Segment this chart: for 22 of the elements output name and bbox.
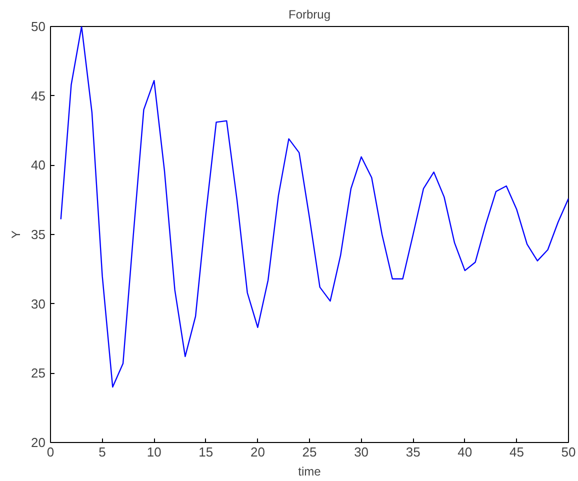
y-tick-label: 30 [31, 296, 46, 312]
line-series [60, 26, 568, 388]
x-tick-label: 20 [250, 444, 265, 460]
y-tick-label: 45 [31, 88, 46, 104]
chart-title: Forbrug [288, 8, 331, 22]
x-tick-label: 45 [509, 444, 524, 460]
x-tick-label: 40 [458, 444, 472, 460]
x-tick-label: 15 [198, 444, 214, 460]
x-tick-label: 5 [98, 444, 106, 460]
y-axis-title: Y [9, 230, 24, 238]
y-tick-label: 25 [31, 366, 46, 381]
x-tick-label: 35 [406, 444, 420, 460]
y-tick-label: 20 [31, 435, 46, 450]
y-tick-label: 35 [31, 227, 46, 242]
x-tick-label: 10 [146, 444, 162, 460]
y-tick-label: 40 [31, 158, 46, 173]
y-tick-label: 50 [31, 19, 46, 34]
x-axis-title: time [298, 464, 322, 478]
x-tick-label: 50 [561, 444, 576, 460]
x-tick-label: 25 [302, 444, 317, 460]
x-tick-label: 30 [354, 444, 369, 460]
x-tick-label: 0 [46, 444, 54, 460]
